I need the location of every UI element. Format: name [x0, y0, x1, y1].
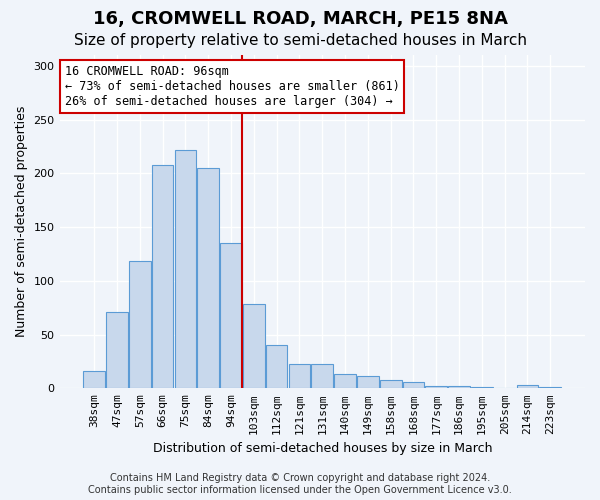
X-axis label: Distribution of semi-detached houses by size in March: Distribution of semi-detached houses by …	[152, 442, 492, 455]
Bar	[539, 387, 561, 388]
Bar	[403, 382, 424, 388]
Bar	[152, 164, 173, 388]
Text: 16, CROMWELL ROAD, MARCH, PE15 8NA: 16, CROMWELL ROAD, MARCH, PE15 8NA	[92, 10, 508, 28]
Bar	[334, 374, 356, 388]
Bar	[448, 386, 470, 388]
Bar	[425, 386, 447, 388]
Bar	[517, 385, 538, 388]
Bar	[175, 150, 196, 388]
Bar	[106, 312, 128, 388]
Y-axis label: Number of semi-detached properties: Number of semi-detached properties	[15, 106, 28, 338]
Bar	[357, 376, 379, 388]
Bar	[471, 387, 493, 388]
Bar	[129, 262, 151, 388]
Text: Contains HM Land Registry data © Crown copyright and database right 2024.
Contai: Contains HM Land Registry data © Crown c…	[88, 474, 512, 495]
Bar	[266, 346, 287, 389]
Bar	[220, 243, 242, 388]
Bar	[243, 304, 265, 388]
Bar	[311, 364, 333, 388]
Bar	[197, 168, 219, 388]
Bar	[83, 371, 105, 388]
Text: Size of property relative to semi-detached houses in March: Size of property relative to semi-detach…	[74, 32, 527, 48]
Text: 16 CROMWELL ROAD: 96sqm
← 73% of semi-detached houses are smaller (861)
26% of s: 16 CROMWELL ROAD: 96sqm ← 73% of semi-de…	[65, 65, 400, 108]
Bar	[289, 364, 310, 388]
Bar	[380, 380, 401, 388]
